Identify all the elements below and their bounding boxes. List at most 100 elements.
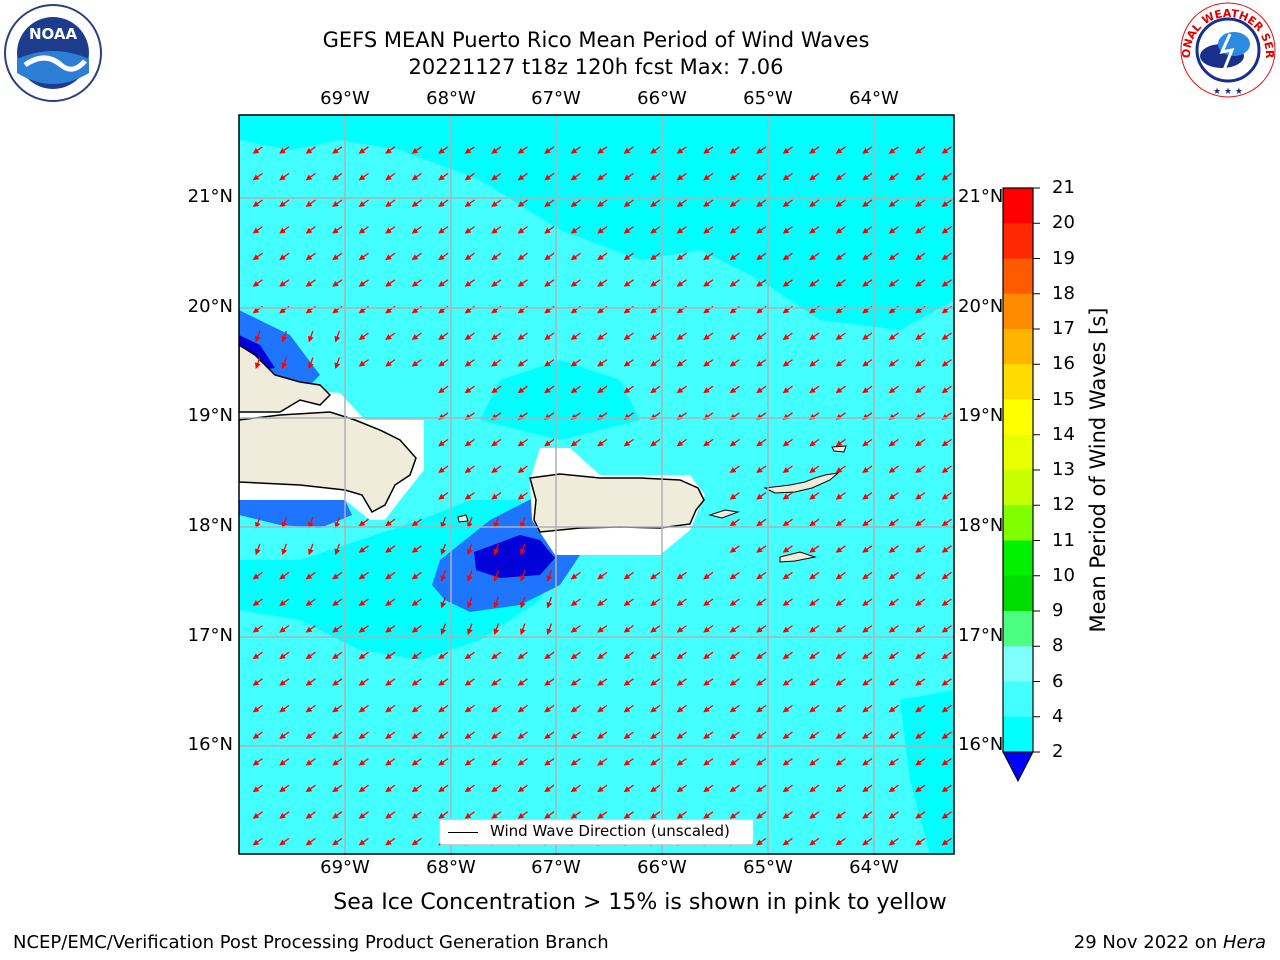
wave-direction-arrow [835,518,846,527]
wave-direction-arrow [385,359,396,367]
wave-direction-arrow [809,731,820,739]
wave-direction-arrow [650,252,661,261]
colorbar-tick-label: 9 [1052,600,1064,621]
wave-direction-arrow [438,651,449,660]
colorbar-segment [1003,258,1033,295]
wave-direction-arrow [835,438,846,447]
wave-direction-arrow [411,252,422,261]
wave-direction-arrow [676,226,687,234]
wave-direction-arrow [756,758,767,766]
wave-direction-arrow [570,359,581,367]
wave-direction-arrow [438,784,449,793]
wave-direction-arrow [862,837,873,846]
colorbar-under-triangle [1002,751,1034,783]
colorbar-tick-label: 15 [1052,388,1075,410]
footer-date: 29 Nov 2022 on Hera [1074,932,1266,953]
wave-direction-arrow [782,598,793,606]
wave-direction-arrow [676,704,687,713]
wave-direction-arrow [835,146,846,154]
wave-direction-arrow [835,758,846,766]
wave-direction-arrow [703,199,714,207]
wave-direction-arrow [385,571,396,580]
wave-direction-arrow [623,252,634,261]
wave-direction-arrow [305,811,316,819]
colorbar-tick-label: 11 [1052,529,1075,551]
wave-direction-arrow [597,332,608,340]
hispaniola [239,411,417,514]
wave-direction-arrow [464,279,475,287]
wave-direction-arrow [941,385,952,394]
wave-direction-arrow [517,385,528,394]
wave-direction-arrow [332,279,343,287]
wave-direction-arrow [782,758,793,766]
wave-direction-arrow [332,811,343,819]
wave-direction-arrow [809,438,820,447]
wave-direction-arrow [279,811,290,819]
wave-direction-arrow [756,518,767,527]
wave-direction-arrow [464,332,475,340]
wave-direction-arrow [729,571,740,580]
wave-direction-arrow [385,518,396,527]
wave-direction-arrow [411,359,422,367]
wave-direction-arrow [915,625,926,633]
wave-direction-arrow [941,758,952,766]
wave-direction-arrow [703,784,714,793]
wave-direction-arrow [809,704,820,713]
wave-direction-arrow [729,465,740,473]
wave-direction-arrow [809,359,820,367]
wave-direction-arrow [756,811,767,819]
wave-direction-arrow [862,678,873,686]
colorbar-tick-label: 13 [1052,459,1075,480]
wave-direction-arrow [279,571,290,580]
wave-direction-arrow [279,146,290,154]
st-croix [779,551,817,563]
wave-direction-arrow [835,571,846,580]
wave-direction-arrow [756,598,767,606]
wave-direction-arrow [835,199,846,207]
wave-direction-arrow [915,758,926,766]
wave-direction-arrow [544,252,555,261]
nws-logo: NATIONAL WEATHER SERVICE ★ ★ ★ [1178,0,1276,98]
wave-direction-arrow [809,332,820,340]
wave-direction-arrow [941,146,952,154]
wave-direction-arrow [729,438,740,447]
wave-direction-arrow [597,651,608,660]
wave-direction-arrow [676,279,687,287]
wave-direction-arrow [597,226,608,234]
wave-direction-arrow [358,226,369,234]
wave-direction-arrow [756,172,767,181]
wave-direction-arrow [756,465,767,473]
wave-direction-arrow [252,252,263,261]
wave-direction-arrow [570,199,581,207]
wave-direction-arrow [279,279,290,287]
wave-direction-arrow [358,651,369,660]
colorbar-tick-label: 21 [1052,177,1075,198]
wave-direction-arrow [491,678,502,686]
wave-direction-arrow [517,811,528,819]
wave-direction-arrow [358,811,369,819]
footer-machine: Hera [1222,932,1266,953]
wave-direction-arrow [597,731,608,739]
wave-direction-arrow [252,758,263,766]
wave-direction-arrow [650,625,661,633]
wave-direction-arrow [438,678,449,686]
wave-direction-arrow [252,678,263,686]
wave-direction-arrow [888,252,899,261]
wave-direction-arrow [517,731,528,739]
wave-direction-arrow [862,438,873,447]
wave-direction-arrow [729,146,740,154]
wave-direction-arrow [305,651,316,660]
chart-subtitle: 20221127 t18z 120h fcst Max: 7.06 [408,55,784,79]
wave-direction-arrow [888,678,899,686]
wave-direction-arrow [782,438,793,447]
wave-direction-arrow [358,518,369,527]
wave-direction-arrow [703,385,714,394]
wave-direction-arrow [729,172,740,181]
wave-direction-arrow [464,811,475,819]
wave-direction-arrow [835,625,846,633]
wave-direction-arrow [411,704,422,713]
wave-direction-arrow [809,252,820,261]
wave-direction-arrow [411,518,422,527]
wave-direction-arrow [440,543,447,556]
